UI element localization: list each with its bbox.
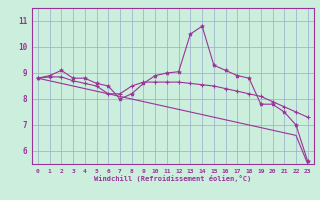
X-axis label: Windchill (Refroidissement éolien,°C): Windchill (Refroidissement éolien,°C) (94, 175, 252, 182)
